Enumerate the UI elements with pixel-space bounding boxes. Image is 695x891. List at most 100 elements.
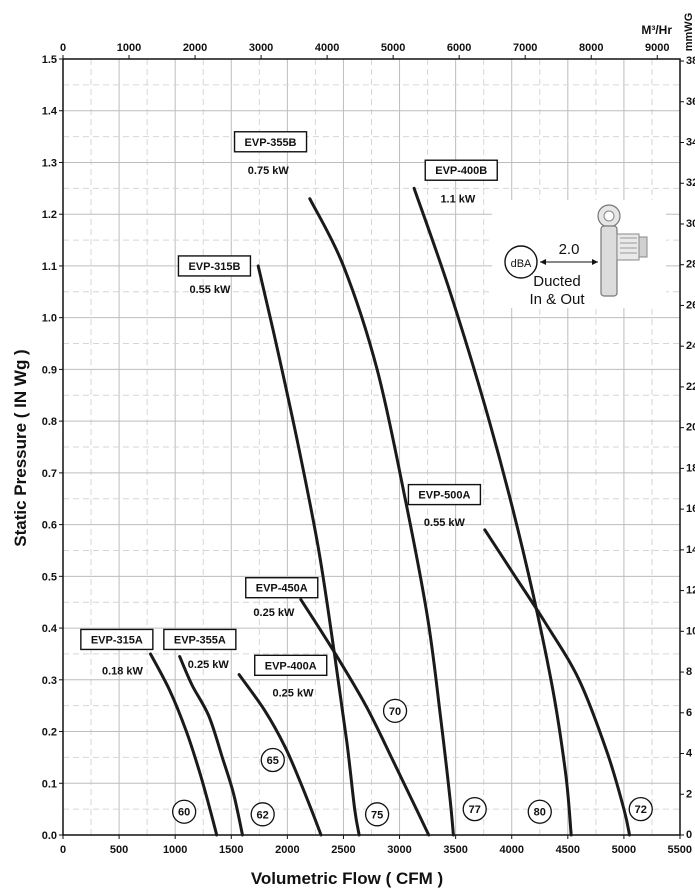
dba-marker-circle [382, 698, 408, 723]
top-tick-label: 6000 [447, 42, 471, 54]
x-tick-label: 2000 [275, 844, 299, 856]
right-tick-label: 18 [686, 462, 695, 474]
plot-frame [62, 58, 681, 836]
dba-marker-value: 62 [257, 809, 269, 821]
power-label-text: 0.18 kW [102, 665, 144, 677]
dba-marker-circle [462, 796, 487, 822]
dba-marker-value: 70 [389, 706, 401, 718]
dba-marker-circle [364, 802, 390, 827]
dba-marker-circle [260, 747, 285, 773]
model-label-text: EVP-315B [188, 261, 240, 273]
bottom-axis: 0 500 1000 1500 2000 2500 3000 3500 4000 4500 5000… [60, 835, 692, 856]
y-tick-label: 0.5 [42, 571, 57, 583]
x-tick-label: 500 [110, 844, 128, 856]
right-tick-label: 2 [686, 788, 692, 800]
power-label-text: 0.25 kW [188, 659, 230, 671]
arrow-left-icon [540, 259, 546, 265]
dba-marker-value: 80 [534, 807, 546, 819]
y-tick-label: 1.0 [42, 313, 57, 325]
ducted-line-1: Ducted [533, 273, 581, 290]
curve-evp-315b [256, 264, 361, 837]
x-tick-label: 2500 [331, 844, 355, 856]
performance-curves [149, 186, 632, 837]
top-tick-label: 0 [60, 42, 66, 54]
right-tick-label: 8 [686, 666, 692, 678]
curve-evp-400b [412, 186, 573, 837]
model-label-box [163, 628, 237, 651]
x-tick-label: 0 [60, 844, 66, 856]
y-tick-label: 1.3 [42, 157, 57, 169]
ducted-annotation: dBA 2.0 Ducted In & Out [492, 200, 666, 308]
model-label-text: EVP-355B [245, 137, 297, 149]
y-tick-label: 0.7 [42, 468, 57, 480]
y-tick-label: 0.4 [42, 623, 58, 635]
model-label-text: EVP-315A [91, 634, 143, 646]
right-tick-label: 38 [686, 55, 695, 67]
model-label-box [407, 483, 482, 506]
x-tick-label: 5000 [612, 844, 636, 856]
dba-marker-value: 77 [469, 804, 481, 816]
y-tick-label: 0.0 [42, 830, 57, 842]
right-tick-label: 24 [686, 340, 695, 352]
power-label-text: 0.75 kW [248, 165, 290, 177]
model-labels: EVP-315A 0.18 kW EVP-355A 0.25 kW EVP-400A 0.… [80, 131, 498, 700]
y-tick-label: 0.8 [42, 416, 57, 428]
top-axis-unit: M³/Hr [641, 23, 672, 37]
top-axis: 0 1000 2000 3000 4000 5000 6000 7000 8000 9000 [60, 42, 669, 59]
curve-evp-355b [308, 197, 455, 837]
power-label-text: 0.25 kW [272, 688, 314, 700]
top-tick-label: 3000 [249, 42, 273, 54]
model-label-box [424, 159, 498, 181]
y-tick-label: 1.2 [42, 209, 57, 221]
model-label-box [177, 255, 252, 277]
x-tick-label: 1500 [219, 844, 243, 856]
model-label-text: EVP-400A [265, 660, 317, 672]
dba-marker-value: 65 [267, 755, 279, 767]
top-tick-label: 9000 [645, 42, 669, 54]
dba-marker-value: 60 [178, 807, 190, 819]
model-label-text: EVP-500A [418, 490, 470, 502]
model-label-box [80, 628, 154, 651]
right-tick-label: 14 [686, 544, 695, 556]
curve-evp-400a [237, 673, 323, 837]
right-tick-label: 4 [686, 748, 693, 760]
top-tick-label: 7000 [513, 42, 537, 54]
y-tick-label: 1.4 [42, 106, 58, 118]
right-tick-label: 36 [686, 96, 695, 108]
power-label-text: 0.55 kW [189, 284, 231, 296]
dba-marker-circle [250, 802, 275, 827]
right-tick-label: 22 [686, 381, 695, 393]
x-tick-label: 4500 [556, 844, 580, 856]
power-label-text: 1.1 kW [440, 194, 475, 206]
right-tick-label: 28 [686, 259, 695, 271]
fan-unit-icon [597, 204, 648, 297]
curve-evp-500a [483, 528, 632, 837]
right-tick-label: 16 [686, 503, 695, 515]
y-tick-label: 0.2 [42, 727, 57, 739]
right-tick-label: 10 [686, 625, 695, 637]
x-tick-label: 1000 [163, 844, 187, 856]
dba-marker-circle [527, 799, 552, 824]
top-tick-label: 8000 [579, 42, 603, 54]
curve-evp-315a [149, 652, 219, 837]
right-axis-unit: mmWG [683, 13, 695, 52]
y-tick-label: 1.5 [42, 54, 57, 66]
model-label-box [245, 577, 319, 599]
right-tick-label: 30 [686, 218, 695, 230]
right-axis: 02468101214161820222426283032343638 [680, 55, 695, 841]
model-label-text: EVP-400B [435, 165, 487, 177]
dba-markers: 60 62 65 70 75 77 80 72 [172, 698, 653, 827]
model-label-box [254, 654, 328, 677]
x-tick-label: 4000 [499, 844, 523, 856]
model-label-text: EVP-450A [256, 583, 308, 595]
dba-marker-circle [628, 796, 653, 822]
grid [63, 59, 680, 835]
model-label-text: EVP-355A [174, 634, 226, 646]
right-tick-label: 34 [686, 137, 695, 149]
y-tick-label: 0.6 [42, 520, 57, 532]
dba-circle-icon [504, 245, 538, 279]
right-tick-label: 32 [686, 177, 695, 189]
right-tick-label: 6 [686, 707, 692, 719]
x-tick-label: 5500 [668, 844, 692, 856]
right-tick-label: 20 [686, 422, 695, 434]
